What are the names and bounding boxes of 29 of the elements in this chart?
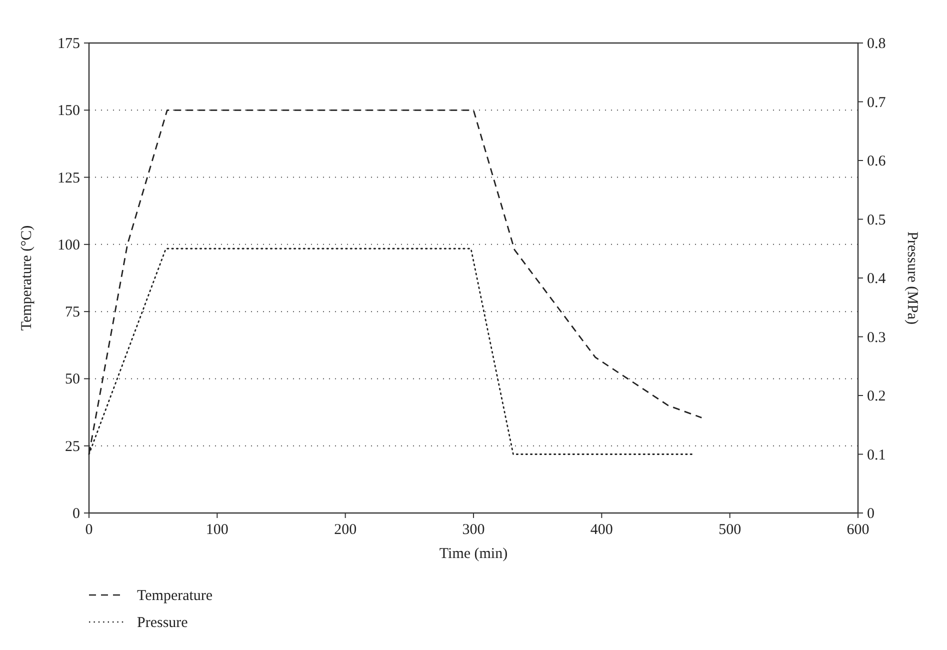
legend-label: Pressure [137, 615, 188, 631]
y-tick-label: 150 [58, 103, 80, 120]
y2-tick-label: 0 [867, 506, 874, 522]
x-tick-label: 400 [590, 522, 613, 538]
x-tick-label: 300 [462, 522, 485, 538]
y2-tick-label: 0.4 [867, 271, 886, 287]
y-tick-label: 0 [72, 506, 80, 522]
y-tick-label: 175 [58, 36, 80, 52]
y2-axis-title: Pressure (MPa) [904, 232, 920, 324]
x-tick-label: 500 [718, 522, 742, 538]
x-tick-label: 0 [85, 522, 93, 538]
y-tick-label: 75 [65, 304, 80, 321]
x-tick-label: 600 [846, 522, 870, 538]
y-tick-label: 25 [65, 438, 80, 455]
y2-tick-label: 0.2 [867, 388, 886, 404]
y-tick-label: 50 [65, 372, 80, 388]
y-tick-label: 125 [58, 170, 80, 186]
x-tick-label: 200 [334, 522, 357, 538]
y-tick-label: 100 [58, 237, 80, 254]
y2-tick-label: 0.1 [867, 447, 886, 464]
y2-tick-label: 0.8 [867, 36, 886, 52]
y-axis-title: Temperature (°C) [19, 225, 35, 331]
y2-tick-label: 0.3 [867, 330, 886, 346]
x-axis-title: Time (min) [439, 546, 508, 562]
legend-label: Temperature [137, 588, 213, 604]
y2-tick-label: 0.5 [867, 212, 886, 228]
y2-tick-label: 0.7 [867, 94, 886, 111]
x-tick-label: 100 [206, 522, 228, 538]
y2-tick-label: 0.6 [867, 154, 886, 170]
